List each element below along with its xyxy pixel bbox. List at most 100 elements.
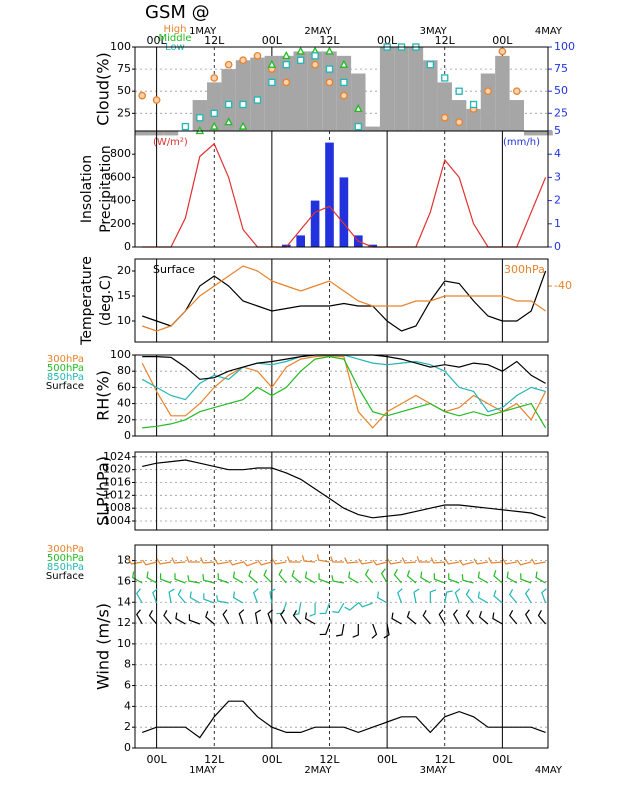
wind-barb (214, 558, 229, 565)
y-tick-label: 15 (117, 289, 131, 302)
y-tick-label: 4 (124, 699, 131, 712)
x-tick-label: 12L (435, 753, 456, 766)
legend-entry: 500hPa (47, 363, 84, 374)
point (138, 91, 147, 100)
wind-barb (205, 611, 215, 625)
y-axis-title: Temperature (79, 256, 95, 346)
wind-barb (444, 590, 453, 604)
x-tick-label: 00L (492, 753, 513, 766)
wind-barb (524, 588, 532, 604)
point (152, 96, 161, 104)
x-tick-label: 00L (147, 753, 168, 766)
bar (466, 108, 481, 131)
line (141, 355, 547, 429)
wind-barb (473, 558, 489, 565)
wind-barb (413, 588, 420, 604)
legend-entry: Surface (46, 381, 84, 392)
bar (235, 60, 251, 132)
wind-barb (257, 559, 273, 566)
wind-barb (508, 610, 518, 625)
wind-barb (319, 602, 331, 615)
bar (495, 55, 510, 132)
y2-tick-label: 0 (554, 240, 561, 253)
wind-barb (330, 556, 344, 563)
panel-frame (134, 354, 549, 437)
line (142, 355, 547, 429)
x-tick-label: 12L (204, 753, 225, 766)
bar (322, 51, 337, 131)
bar (509, 100, 524, 131)
bar (437, 82, 452, 131)
wind-barb (292, 610, 302, 625)
bar (163, 131, 179, 136)
line (142, 270, 547, 332)
wind-barb (232, 571, 244, 584)
wind-barb (502, 558, 517, 565)
y-axis-title: Cloud(%) (94, 52, 113, 125)
x-tick-label-top: 12L (319, 34, 340, 47)
wind-barb (465, 589, 475, 604)
wind-barb (488, 557, 503, 564)
wind-barb (286, 556, 301, 563)
wind-barb (319, 623, 331, 636)
wind-barb (335, 623, 345, 637)
y-axis-title: Precipitation (98, 145, 114, 233)
point (339, 59, 349, 68)
wind-barb (531, 558, 546, 565)
wind-barb (376, 591, 388, 604)
point (210, 74, 219, 82)
wind-barb (304, 571, 316, 584)
wind-barb (397, 588, 403, 604)
wind-barb (372, 559, 388, 566)
x-tick-label-top: 00L (262, 34, 283, 47)
y-tick-label: 200 (110, 217, 131, 230)
legend-entry: 300hPa (47, 354, 84, 365)
legend-entry: 850hPa (47, 372, 84, 383)
wind-barb (132, 571, 143, 584)
wind-barb (357, 601, 373, 608)
point (253, 51, 262, 60)
y2-tick-label: 25 (554, 106, 568, 119)
point (267, 59, 277, 68)
bar (379, 47, 395, 131)
wind-barb (493, 590, 503, 604)
wind-barb (508, 589, 518, 604)
x-tick-label-top: 12L (204, 34, 225, 47)
y-axis-title: Insolation (79, 155, 95, 223)
y-tick-label: 1008 (103, 501, 131, 514)
day-label: 1MAY (189, 765, 217, 776)
bar (523, 131, 539, 136)
wind-barb (187, 575, 200, 584)
y-tick-label: 10 (117, 314, 131, 327)
wind-barb (188, 614, 201, 625)
day-label-top: 2MAY (304, 26, 332, 37)
wind-barb (309, 603, 316, 617)
wind-barb (175, 612, 186, 625)
wind-barb (156, 558, 172, 565)
y-tick-label: 800 (110, 147, 131, 160)
y-tick-label: 80 (117, 364, 131, 377)
wind-barb (171, 557, 186, 564)
wind-barb (477, 571, 489, 584)
bar (264, 55, 280, 132)
wind-barb (444, 558, 460, 565)
bar (394, 47, 409, 131)
point (224, 117, 233, 126)
wind-barb (371, 623, 378, 639)
legend-entry: 300hPa (47, 544, 84, 555)
y-axis-title: RH(%) (94, 370, 113, 421)
bar (279, 55, 294, 132)
wind-barb (478, 611, 489, 625)
wind-barb (448, 573, 460, 584)
wind-barb (358, 558, 373, 565)
wind-barb (269, 588, 276, 604)
y2-tick-label: 5 (554, 124, 561, 137)
point (512, 87, 521, 96)
wind-barb (163, 610, 172, 625)
y-axis-title: (deg.C) (98, 275, 114, 327)
wind-barb (254, 609, 261, 625)
y-tick-label: 6 (124, 679, 131, 692)
x-tick-label-top: 00L (492, 34, 513, 47)
legend-entry: High (164, 24, 187, 35)
